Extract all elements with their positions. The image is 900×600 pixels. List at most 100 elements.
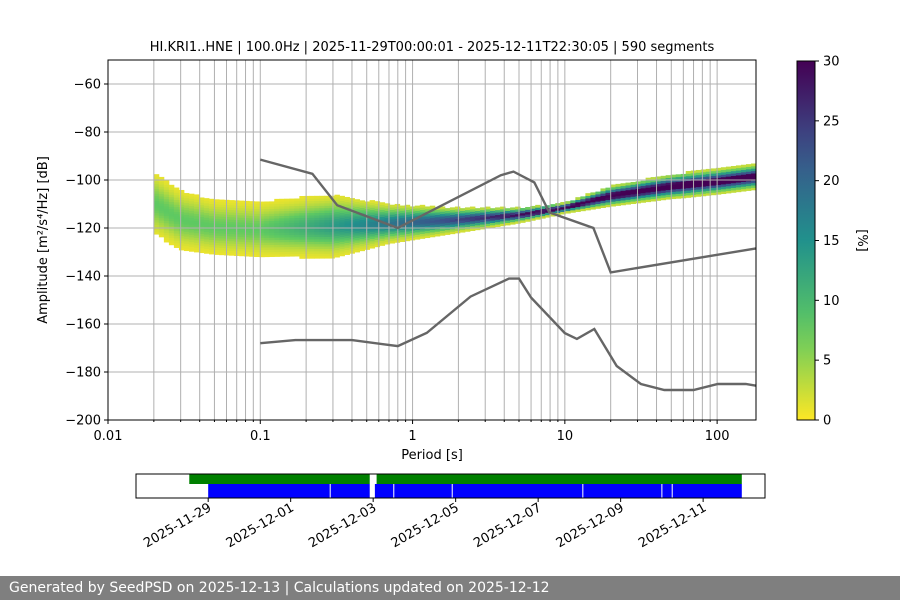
- density-cell: [334, 230, 340, 234]
- density-cell: [710, 173, 717, 176]
- density-cell: [715, 167, 722, 171]
- density-cell: [625, 201, 631, 205]
- density-cell: [249, 205, 255, 209]
- density-cell: [168, 213, 175, 217]
- colorbar-tick-label: 20: [823, 174, 840, 189]
- density-cell: [389, 238, 396, 242]
- density-cell: [464, 216, 471, 220]
- density-cell: [695, 193, 702, 197]
- plot-frame: [107, 59, 757, 421]
- density-cell: [740, 171, 747, 175]
- density-cell: [163, 208, 170, 212]
- density-cell: [183, 236, 190, 240]
- density-cell: [254, 201, 260, 205]
- density-cell: [153, 190, 160, 194]
- density-cell: [239, 200, 245, 204]
- density-cell: [168, 235, 175, 239]
- density-cell: [153, 219, 160, 223]
- density-cell: [469, 213, 476, 217]
- density-cell: [374, 244, 381, 248]
- density-cell: [163, 227, 170, 231]
- density-cell: [334, 247, 340, 251]
- density-cell: [334, 225, 340, 229]
- density-cell: [595, 198, 601, 202]
- density-cell: [339, 195, 345, 199]
- density-cell: [229, 236, 235, 239]
- density-cell: [214, 244, 220, 248]
- density-cell: [635, 186, 641, 189]
- density-cell: [469, 208, 476, 212]
- density-cell: [229, 200, 235, 203]
- density-cell: [304, 210, 310, 214]
- density-cell: [339, 217, 345, 221]
- density-cell: [163, 194, 170, 197]
- density-cell: [334, 199, 340, 203]
- density-cell: [404, 233, 411, 237]
- density-cell: [173, 218, 180, 222]
- density-cell: [495, 219, 501, 223]
- density-cell: [625, 197, 631, 200]
- density-cell: [505, 222, 511, 226]
- density-cell: [309, 255, 315, 259]
- psd-density-heatmap: [153, 163, 757, 259]
- density-cell: [193, 201, 200, 205]
- density-cell: [239, 246, 245, 250]
- density-cell: [585, 200, 591, 204]
- density-cell: [339, 210, 345, 214]
- density-cell: [264, 211, 270, 214]
- density-cell: [299, 234, 305, 238]
- density-cell: [535, 212, 541, 215]
- density-cell: [660, 180, 667, 184]
- density-cell: [294, 217, 300, 221]
- density-cell: [344, 230, 350, 234]
- density-cell: [188, 241, 195, 245]
- density-cell: [314, 253, 320, 257]
- density-cell: [204, 243, 210, 247]
- density-cell: [700, 193, 707, 197]
- density-cell: [515, 216, 521, 220]
- density-cell: [675, 183, 682, 187]
- density-cell: [414, 224, 421, 228]
- density-cell: [565, 205, 571, 209]
- density-cell: [284, 229, 290, 233]
- density-cell: [254, 244, 260, 248]
- density-cell: [500, 206, 506, 210]
- density-cell: [299, 208, 305, 211]
- density-cell: [193, 232, 200, 236]
- density-cell: [314, 205, 320, 209]
- density-cell: [710, 170, 717, 174]
- density-cell: [219, 240, 225, 244]
- date-tick-label: 2025-12-11: [636, 500, 709, 551]
- density-cell: [324, 202, 330, 206]
- density-cell: [404, 219, 411, 222]
- density-cell: [309, 210, 315, 214]
- density-cell: [505, 220, 511, 224]
- density-cell: [585, 195, 591, 199]
- density-cell: [530, 213, 536, 216]
- density-cell: [158, 217, 165, 221]
- density-cell: [264, 242, 270, 246]
- density-cell: [605, 192, 611, 196]
- density-cell: [219, 235, 225, 239]
- density-cell: [615, 195, 621, 199]
- date-tick-label: 2025-12-01: [224, 500, 297, 551]
- density-cell: [675, 195, 682, 199]
- density-cell: [369, 219, 376, 223]
- density-cell: [359, 217, 365, 220]
- density-cell: [464, 221, 471, 225]
- density-cell: [369, 238, 376, 242]
- density-cell: [620, 192, 626, 196]
- density-cell: [173, 209, 180, 212]
- density-cell: [700, 191, 707, 194]
- density-cell: [239, 212, 245, 216]
- density-cell: [214, 213, 220, 217]
- density-cell: [419, 231, 426, 235]
- density-cell: [168, 194, 175, 198]
- density-cell: [214, 232, 220, 236]
- density-cell: [289, 251, 295, 255]
- density-cell: [153, 207, 160, 211]
- density-cell: [188, 212, 195, 216]
- density-cell: [374, 213, 381, 216]
- density-cell: [424, 213, 431, 217]
- colorbar-label: [%]: [854, 229, 869, 252]
